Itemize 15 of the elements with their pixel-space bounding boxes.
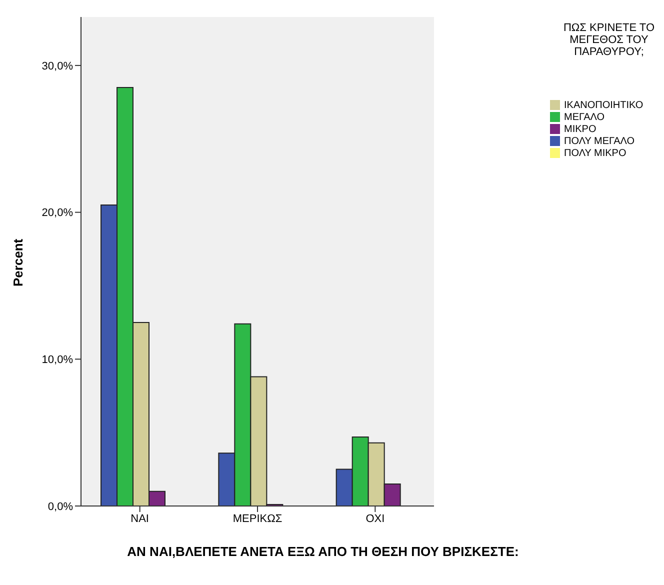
y-axis-title: Percent (10, 238, 26, 286)
legend-label: ΙΚΑΝΟΠΟΙΗΤΙΚΟ (564, 100, 644, 111)
legend-label: ΜΕΓΑΛΟ (564, 112, 605, 123)
legend-label: ΜΙΚΡΟ (564, 124, 596, 135)
x-tick-label: ΟΧΙ (366, 512, 385, 525)
legend-title: ΠΩΣ ΚΡΙΝΕΤΕ ΤΟ ΜΕΓΕΘΟΣ ΤΟΥ ΠΑΡΑΘΥΡΟΥ; (562, 22, 656, 58)
x-tick-label: ΝΑΙ (130, 512, 150, 525)
y-tick-label: 20,0% (42, 207, 74, 220)
y-tick-label: 0,0% (48, 500, 74, 513)
x-tick-label: ΜΕΡΙΚΩΣ (232, 512, 282, 525)
legend-label: ΠΟΛΥ ΜΕΓΑΛΟ (564, 136, 635, 147)
x-axis-title: ΑΝ ΝΑΙ,ΒΛΕΠΕΤΕ ΑΝΕΤΑ ΕΞΩ ΑΠΟ ΤΗ ΘΕΣΗ ΠΟΥ ΒΡΙΣΚΕΣΤΕ: (126, 544, 520, 559)
y-tick-label: 10,0% (42, 354, 74, 366)
y-tick-label: 30,0% (42, 60, 74, 72)
legend-label: ΠΟΛΥ ΜΙΚΡΟ (564, 148, 626, 159)
